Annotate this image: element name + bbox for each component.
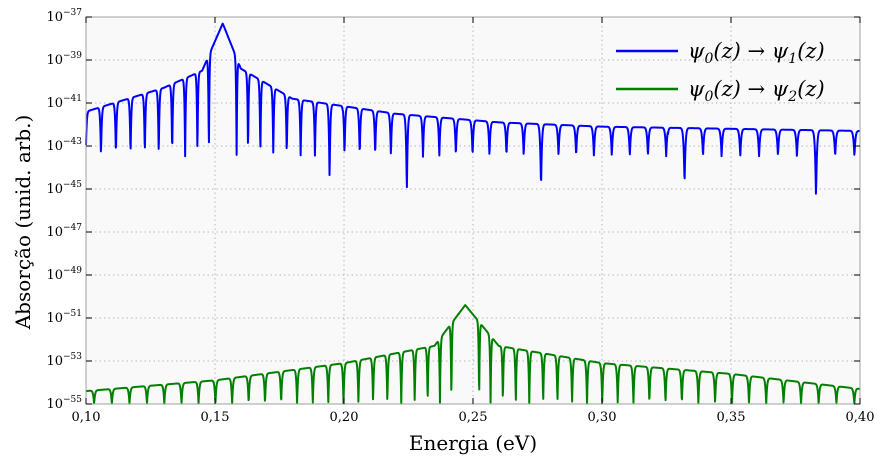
y-tick-label: 10−43: [46, 137, 82, 154]
x-axis-label: Energia (eV): [409, 431, 537, 455]
y-tick-label: 10−45: [46, 180, 82, 197]
y-tick-label: 10−51: [46, 309, 82, 326]
x-tick-label: 0,20: [330, 410, 359, 425]
y-tick-label: 10−47: [46, 223, 82, 240]
x-tick-label: 0,15: [201, 410, 230, 425]
x-tick-label: 0,40: [846, 410, 875, 425]
series-line-2: [85, 304, 861, 405]
x-tick-label: 0,25: [459, 410, 488, 425]
tick-marks: [85, 16, 861, 405]
y-axis-label: Absorção (unid. arb.): [11, 115, 35, 331]
y-tick-label: 10−37: [46, 8, 82, 25]
y-tick-label: 10−49: [46, 266, 82, 283]
x-tick-label: 0,35: [717, 410, 746, 425]
series-group: [85, 22, 861, 405]
x-tick-label: 0,30: [588, 410, 617, 425]
x-tick-label: 0,10: [72, 410, 101, 425]
legend: ψ0(z) → ψ1(z) ψ0(z) → ψ2(z): [616, 39, 825, 105]
y-tick-label: 10−39: [46, 51, 82, 68]
series-line-1: [85, 22, 861, 195]
y-tick-label: 10−55: [46, 395, 82, 412]
legend-label-series-2: ψ0(z) → ψ2(z): [688, 77, 825, 105]
y-tick-label: 10−41: [46, 94, 82, 111]
y-tick-labels: 10−55 10−53 10−51 10−49 10−47 10−45 10−43 10−41…: [46, 8, 82, 412]
x-tick-labels: 0,10 0,15 0,20 0,25 0,30 0,35 0,40: [72, 410, 875, 425]
y-tick-label: 10−53: [46, 352, 82, 369]
legend-label-series-1: ψ0(z) → ψ1(z): [688, 39, 825, 67]
